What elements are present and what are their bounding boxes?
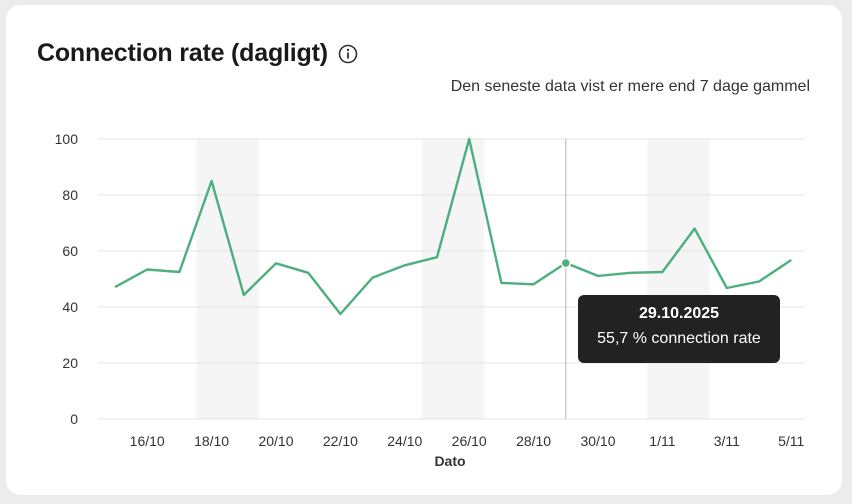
x-tick-label: 1/11 (649, 433, 675, 449)
y-tick-label: 0 (70, 411, 78, 427)
y-tick-label: 80 (62, 187, 78, 203)
chart-title: Connection rate (dagligt) (37, 39, 328, 67)
y-axis-ticks: 0 20 40 60 80 100 (55, 131, 79, 427)
data-tooltip: 29.10.2025 55,7 % connection rate (578, 295, 780, 363)
weekend-band-2 (421, 139, 485, 419)
x-tick-label: 26/10 (452, 433, 487, 449)
x-tick-label: 16/10 (130, 433, 165, 449)
y-tick-label: 20 (62, 355, 78, 371)
x-tick-label: 18/10 (194, 433, 229, 449)
x-tick-label: 28/10 (516, 433, 551, 449)
stale-data-notice: Den seneste data vist er mere end 7 dage… (450, 78, 810, 95)
title-row: Connection rate (dagligt) (37, 39, 358, 68)
x-tick-label: 30/10 (580, 433, 615, 449)
series-line (114, 137, 792, 316)
x-tick-label: 3/11 (714, 433, 740, 449)
y-tick-label: 100 (55, 131, 79, 147)
info-icon[interactable] (338, 44, 358, 64)
highlighted-point[interactable] (560, 257, 572, 269)
x-tick-label: 22/10 (323, 433, 358, 449)
weekend-band-1 (196, 139, 259, 419)
tooltip-value: 55,7 % connection rate (597, 330, 761, 347)
y-tick-label: 60 (62, 243, 78, 259)
weekend-band-3 (647, 139, 710, 419)
x-axis-title: Dato (434, 453, 465, 469)
weekend-bands (196, 139, 710, 419)
x-tick-label: 20/10 (258, 433, 293, 449)
x-tick-label: 5/11 (778, 433, 804, 449)
tooltip-date: 29.10.2025 (638, 305, 720, 322)
x-axis-ticks: 16/10 18/10 20/10 22/10 24/10 26/10 28/10 30/10… (130, 433, 805, 449)
x-tick-label: 24/10 (387, 433, 422, 449)
y-tick-label: 40 (62, 299, 78, 315)
series-points (560, 257, 572, 269)
